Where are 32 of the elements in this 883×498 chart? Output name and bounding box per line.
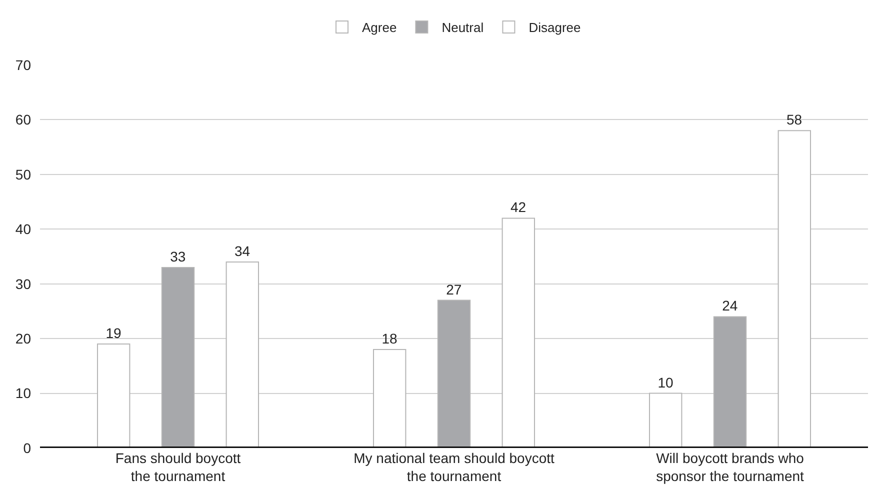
legend-label: Agree — [362, 20, 397, 36]
y-tick-label: 0 — [23, 440, 32, 456]
data-label: 24 — [722, 298, 738, 314]
y-tick-label: 60 — [15, 112, 32, 128]
x-tick-label: Will boycott brands who sponsor the tournament — [656, 450, 804, 484]
x-tick-label: Fans should boycott the tournament — [115, 450, 241, 484]
legend-label: Disagree — [528, 20, 581, 36]
y-tick-label: 30 — [15, 276, 32, 292]
bar — [97, 344, 130, 448]
data-label: 34 — [234, 242, 250, 259]
y-tick-label: 10 — [15, 385, 32, 402]
data-label: 27 — [446, 281, 462, 298]
y-tick-label: 40 — [15, 221, 32, 238]
bar — [502, 218, 535, 448]
bar — [373, 349, 406, 448]
data-label: 19 — [106, 325, 122, 342]
data-label: 10 — [658, 374, 674, 390]
bar — [437, 300, 471, 448]
data-label: 42 — [510, 199, 526, 216]
legend-label: Neutral — [442, 20, 484, 36]
data-label: 18 — [382, 330, 398, 347]
data-label: 33 — [170, 248, 186, 264]
y-tick-label: 70 — [15, 56, 32, 73]
x-tick-label: My national team should boycott the tournament — [354, 450, 554, 484]
data-label: 58 — [786, 112, 802, 128]
bar — [649, 392, 682, 448]
bar — [778, 130, 811, 448]
bar — [226, 261, 259, 448]
bar — [161, 266, 195, 448]
bar — [713, 316, 747, 448]
y-tick-label: 20 — [15, 330, 32, 346]
y-tick-label: 50 — [15, 166, 32, 182]
